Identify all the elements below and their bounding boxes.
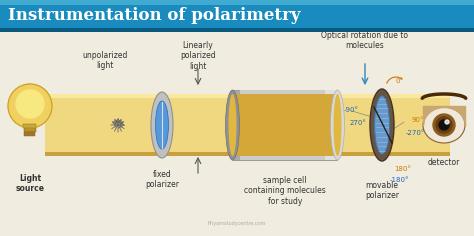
FancyBboxPatch shape xyxy=(45,152,450,156)
Circle shape xyxy=(16,90,44,118)
FancyBboxPatch shape xyxy=(233,90,337,160)
Circle shape xyxy=(445,120,449,124)
FancyBboxPatch shape xyxy=(0,0,474,5)
FancyBboxPatch shape xyxy=(45,94,450,156)
Text: 0°: 0° xyxy=(396,78,404,84)
FancyBboxPatch shape xyxy=(233,94,337,156)
Text: Light
source: Light source xyxy=(16,174,45,193)
Text: 180°: 180° xyxy=(394,166,411,172)
Text: 270°: 270° xyxy=(350,120,367,126)
Text: movable
polarizer: movable polarizer xyxy=(365,181,399,200)
Text: 90°: 90° xyxy=(412,117,425,123)
Ellipse shape xyxy=(330,90,345,160)
Ellipse shape xyxy=(151,92,173,158)
Text: -270°: -270° xyxy=(406,130,425,136)
Text: sample cell
containing molecules
for study: sample cell containing molecules for stu… xyxy=(244,176,326,206)
FancyBboxPatch shape xyxy=(45,94,450,98)
FancyBboxPatch shape xyxy=(326,90,337,160)
FancyBboxPatch shape xyxy=(240,90,329,160)
FancyBboxPatch shape xyxy=(24,124,36,128)
Text: detector: detector xyxy=(428,158,460,167)
Circle shape xyxy=(8,84,52,128)
FancyBboxPatch shape xyxy=(25,132,36,136)
Text: unpolarized
light: unpolarized light xyxy=(82,51,128,70)
Text: -180°: -180° xyxy=(390,177,410,183)
Text: Priyamstudycentre.com: Priyamstudycentre.com xyxy=(208,221,266,226)
Text: Linearly
polarized
light: Linearly polarized light xyxy=(180,41,216,71)
Ellipse shape xyxy=(423,107,465,143)
Circle shape xyxy=(433,114,455,136)
Ellipse shape xyxy=(228,94,237,156)
Text: Optical rotation due to
molecules: Optical rotation due to molecules xyxy=(321,31,409,51)
Ellipse shape xyxy=(226,90,239,160)
FancyBboxPatch shape xyxy=(0,0,474,32)
Ellipse shape xyxy=(374,96,390,154)
FancyBboxPatch shape xyxy=(0,28,474,32)
Text: -90°: -90° xyxy=(344,107,359,113)
Ellipse shape xyxy=(334,94,341,156)
Text: Instrumentation of polarimetry: Instrumentation of polarimetry xyxy=(8,8,301,25)
Circle shape xyxy=(436,117,452,133)
Ellipse shape xyxy=(370,89,394,161)
Circle shape xyxy=(439,120,449,130)
Text: fixed
polarizer: fixed polarizer xyxy=(145,170,179,190)
FancyBboxPatch shape xyxy=(24,128,36,132)
Ellipse shape xyxy=(155,101,168,149)
